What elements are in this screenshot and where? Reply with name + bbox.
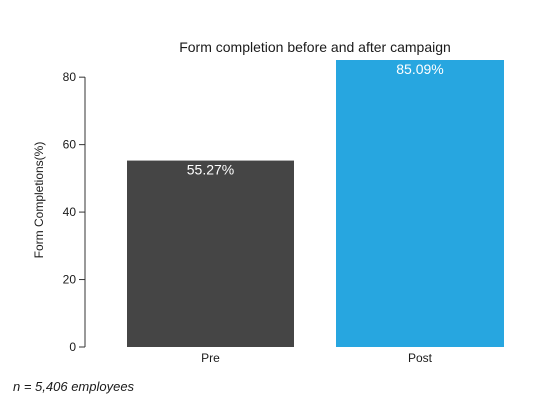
y-tick-label: 60: [63, 138, 77, 152]
bar-value-label: 85.09%: [396, 61, 443, 77]
y-axis-ticks: 0 20 40 60 80: [63, 70, 85, 354]
chart-title: Form completion before and after campaig…: [179, 39, 451, 55]
x-axis-ticks: Pre Post: [201, 351, 433, 365]
y-tick-label: 0: [69, 340, 76, 354]
y-tick-label: 20: [63, 273, 77, 287]
bar-pre: [127, 160, 294, 347]
y-axis-label: Form Completions(%): [32, 142, 46, 259]
y-tick-label: 40: [63, 205, 77, 219]
x-tick-label: Post: [408, 351, 433, 365]
sample-size-note: n = 5,406 employees: [13, 379, 135, 394]
bar-value-label: 55.27%: [187, 162, 234, 178]
x-tick-label: Pre: [201, 351, 220, 365]
y-axis: 0 20 40 60 80: [63, 70, 86, 354]
bars-group: 55.27% 85.09%: [127, 60, 504, 347]
bar-post: [336, 60, 504, 347]
y-tick-label: 80: [63, 70, 77, 84]
